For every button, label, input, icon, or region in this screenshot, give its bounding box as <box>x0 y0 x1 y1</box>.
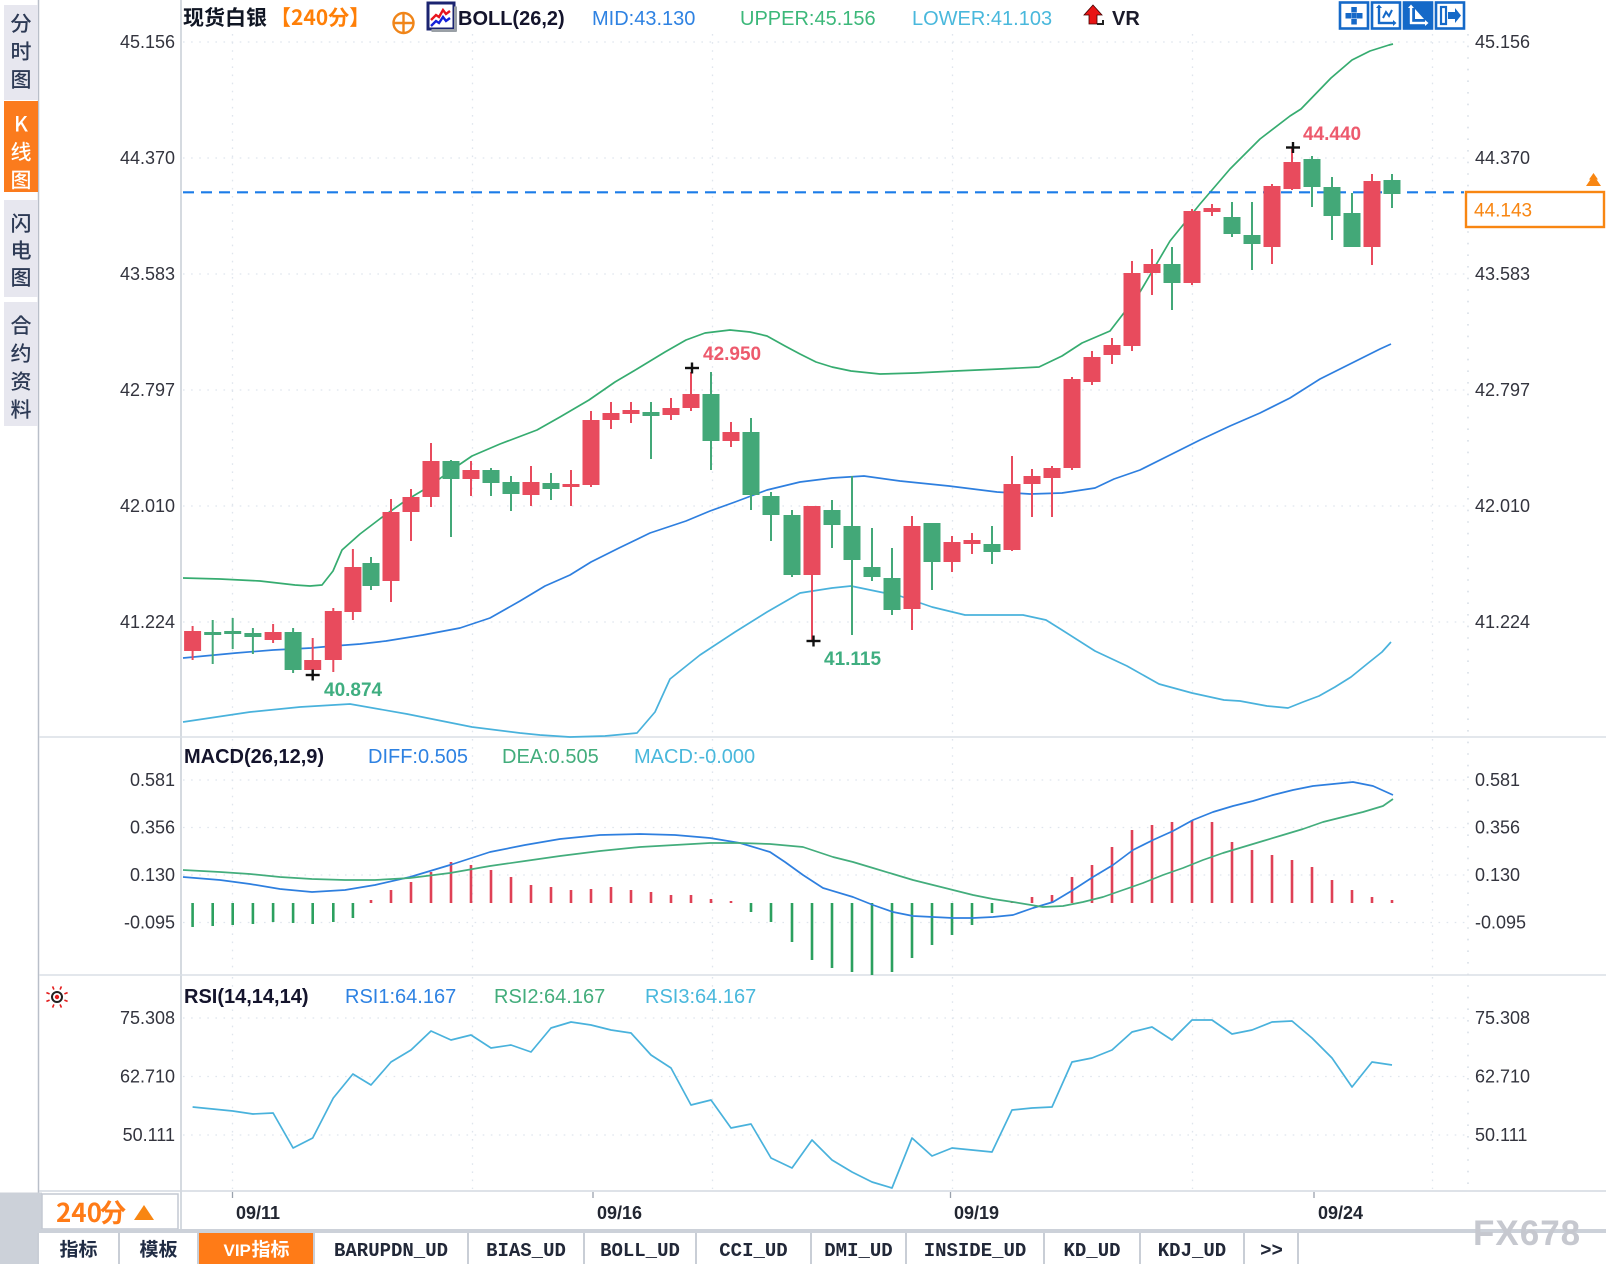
svg-text:>>: >> <box>1260 1240 1283 1262</box>
svg-text:42.010: 42.010 <box>1475 496 1530 516</box>
svg-text:45.156: 45.156 <box>120 32 175 52</box>
svg-text:43.583: 43.583 <box>120 264 175 284</box>
svg-text:KD_UD: KD_UD <box>1063 1240 1120 1262</box>
svg-text:50.111: 50.111 <box>1475 1125 1527 1145</box>
svg-text:75.308: 75.308 <box>120 1008 175 1028</box>
svg-text:KDJ_UD: KDJ_UD <box>1158 1240 1226 1262</box>
svg-text:DEA:0.505: DEA:0.505 <box>502 746 599 768</box>
svg-text:0.130: 0.130 <box>130 865 175 885</box>
svg-text:43.583: 43.583 <box>1475 264 1530 284</box>
svg-text:09/11: 09/11 <box>236 1203 280 1223</box>
svg-text:BOLL(26,2): BOLL(26,2) <box>458 8 565 30</box>
svg-text:RSI(14,14,14): RSI(14,14,14) <box>184 986 309 1008</box>
svg-text:09/19: 09/19 <box>954 1203 999 1223</box>
svg-text:44.143: 44.143 <box>1474 201 1532 222</box>
svg-text:BOLL_UD: BOLL_UD <box>600 1240 680 1262</box>
svg-text:45.156: 45.156 <box>1475 32 1530 52</box>
svg-text:RSI3:64.167: RSI3:64.167 <box>645 986 756 1008</box>
svg-text:42.950: 42.950 <box>703 344 761 365</box>
svg-text:VR: VR <box>1112 8 1140 30</box>
svg-text:50.111: 50.111 <box>123 1125 175 1145</box>
svg-text:41.224: 41.224 <box>120 612 175 632</box>
svg-text:62.710: 62.710 <box>120 1067 175 1087</box>
svg-text:09/24: 09/24 <box>1318 1203 1363 1223</box>
svg-text:DMI_UD: DMI_UD <box>824 1240 892 1262</box>
svg-text:MID:43.130: MID:43.130 <box>592 8 695 30</box>
svg-text:0.581: 0.581 <box>1475 770 1520 790</box>
svg-text:FX678: FX678 <box>1473 1214 1581 1253</box>
svg-text:0.581: 0.581 <box>130 770 175 790</box>
svg-text:42.010: 42.010 <box>120 496 175 516</box>
svg-text:41.224: 41.224 <box>1475 612 1530 632</box>
svg-text:UPPER:45.156: UPPER:45.156 <box>740 8 876 30</box>
svg-text:40.874: 40.874 <box>324 680 383 701</box>
svg-text:09/16: 09/16 <box>597 1203 642 1223</box>
svg-text:0.130: 0.130 <box>1475 865 1520 885</box>
svg-text:42.797: 42.797 <box>120 380 175 400</box>
svg-text:RSI2:64.167: RSI2:64.167 <box>494 986 605 1008</box>
svg-text:75.308: 75.308 <box>1475 1008 1530 1028</box>
svg-text:CCI_UD: CCI_UD <box>719 1240 787 1262</box>
svg-text:0.356: 0.356 <box>1475 818 1520 838</box>
svg-text:-0.095: -0.095 <box>124 913 175 933</box>
svg-text:RSI1:64.167: RSI1:64.167 <box>345 986 456 1008</box>
svg-text:INSIDE_UD: INSIDE_UD <box>924 1240 1027 1262</box>
svg-text:44.370: 44.370 <box>120 148 175 168</box>
svg-text:41.115: 41.115 <box>824 649 881 670</box>
svg-text:MACD:-0.000: MACD:-0.000 <box>634 746 755 768</box>
svg-text:VIP: VIP <box>224 1241 251 1260</box>
svg-text:44.440: 44.440 <box>1303 124 1361 145</box>
svg-text:-0.095: -0.095 <box>1475 913 1526 933</box>
svg-text:BIAS_UD: BIAS_UD <box>486 1240 566 1262</box>
svg-text:DIFF:0.505: DIFF:0.505 <box>368 746 468 768</box>
svg-text:42.797: 42.797 <box>1475 380 1530 400</box>
svg-text:BARUPDN_UD: BARUPDN_UD <box>334 1240 448 1262</box>
svg-text:44.370: 44.370 <box>1475 148 1530 168</box>
svg-text:LOWER:41.103: LOWER:41.103 <box>912 8 1052 30</box>
svg-text:MACD(26,12,9): MACD(26,12,9) <box>184 746 324 768</box>
svg-text:0.356: 0.356 <box>130 818 175 838</box>
svg-text:62.710: 62.710 <box>1475 1067 1530 1087</box>
